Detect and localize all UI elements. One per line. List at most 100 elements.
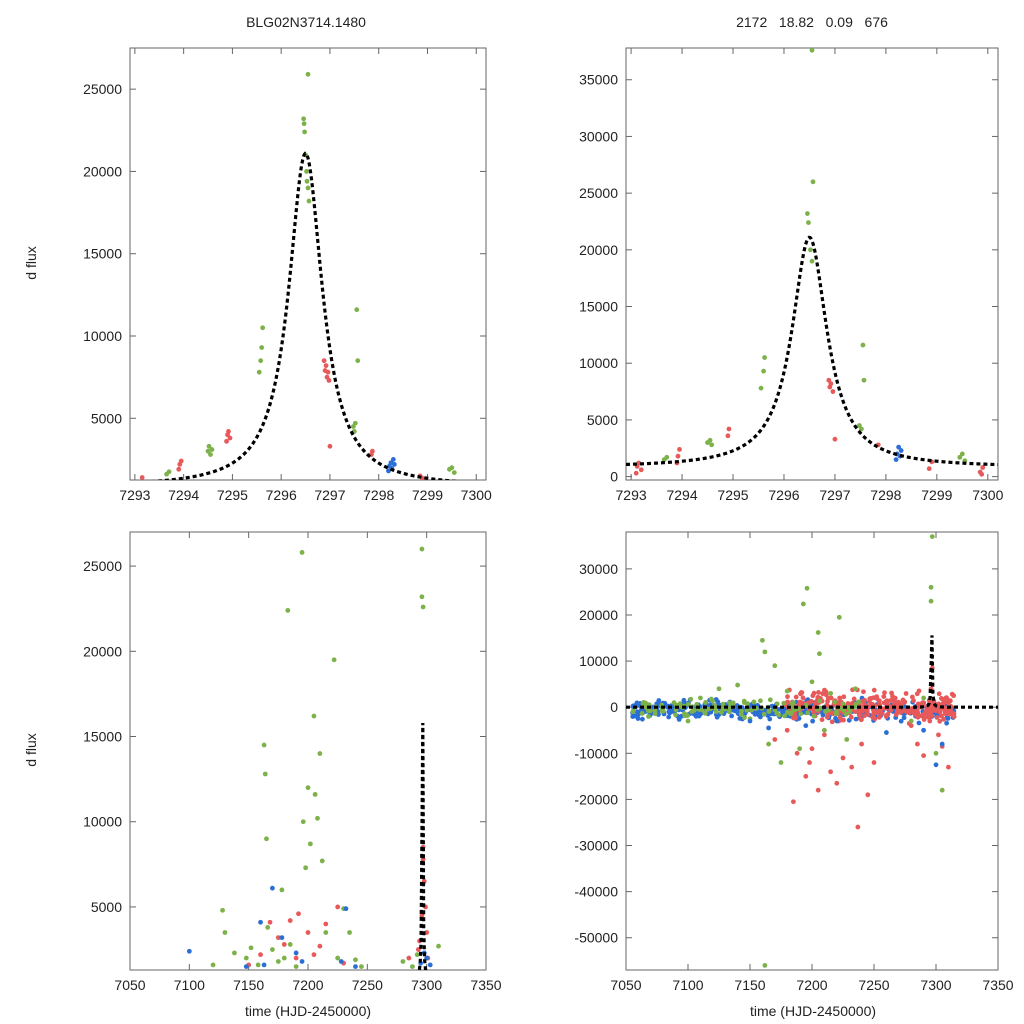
green-point (741, 700, 747, 705)
x-tick-label: 7295 (717, 487, 748, 503)
green-point (782, 713, 787, 719)
green-point (166, 469, 172, 475)
red-point (915, 714, 921, 720)
red-point (369, 448, 375, 454)
blue-point (916, 720, 922, 726)
green-point (410, 964, 415, 969)
red-point (862, 713, 867, 719)
green-point (355, 358, 361, 364)
x-tick-label: 7294 (168, 487, 199, 503)
green-point (844, 737, 850, 742)
model-curve (626, 235, 998, 467)
green-point (928, 584, 934, 590)
red-point (900, 697, 906, 703)
x-tick-label: 7297 (819, 487, 850, 503)
red-point (726, 426, 732, 432)
green-point (761, 368, 766, 374)
green-point (738, 711, 744, 717)
green-point (222, 930, 228, 935)
green-point (828, 690, 833, 696)
red-point (317, 943, 323, 949)
red-point (936, 691, 942, 697)
red-point (815, 787, 821, 793)
green-point (766, 741, 771, 747)
y-tick-label: 15000 (579, 299, 618, 315)
green-point (335, 955, 341, 961)
green-point (720, 701, 726, 707)
x-tick-label: 7299 (921, 487, 952, 503)
red-point (980, 465, 986, 470)
green-point (319, 858, 325, 864)
red-point (406, 955, 412, 961)
green-point (703, 700, 708, 705)
red-point (924, 709, 930, 714)
green-point (232, 950, 237, 956)
green-point (248, 945, 254, 951)
red-point (832, 436, 838, 442)
red-point (926, 466, 932, 472)
green-point (788, 710, 794, 716)
red-point (275, 935, 281, 941)
blue-point (639, 716, 645, 722)
model-curve (626, 635, 998, 709)
red-point (825, 698, 830, 704)
y-tick-label: 5000 (91, 899, 122, 915)
blue-point (752, 711, 758, 717)
green-point (258, 358, 264, 364)
data-layer (139, 71, 460, 480)
panel-top-left: 7293 7294 7295 7296 7297 7298 7299 7300 5000 1000… (83, 47, 492, 503)
green-point (315, 815, 320, 821)
green-point (767, 697, 773, 703)
blue-point (634, 700, 640, 706)
green-point (751, 699, 757, 705)
green-point (414, 952, 420, 958)
green-point (908, 718, 914, 724)
x-tick-label: 7293 (119, 487, 150, 503)
y-tick-label: 30000 (579, 128, 618, 144)
red-point (862, 697, 868, 703)
x-tick-label: 7250 (858, 977, 889, 993)
red-point (856, 712, 862, 718)
y-tick-label: -50000 (574, 930, 618, 946)
green-point (279, 887, 285, 893)
x-tick-label: 7296 (266, 487, 297, 503)
blue-point (884, 730, 889, 735)
green-point (817, 698, 823, 704)
green-point (353, 957, 358, 963)
green-point (265, 924, 271, 930)
green-point (631, 708, 636, 714)
green-point (762, 649, 768, 655)
red-point (951, 714, 957, 720)
green-point (716, 686, 722, 692)
blue-point (757, 714, 763, 720)
x-tick-label: 7298 (870, 487, 901, 503)
green-point (352, 420, 358, 426)
green-point (270, 947, 275, 952)
green-point (789, 701, 795, 707)
red-point (811, 690, 817, 696)
red-point (258, 952, 263, 958)
green-point (959, 451, 965, 457)
red-point (921, 753, 926, 759)
y-tick-label: -20000 (574, 791, 618, 807)
green-point (689, 709, 695, 715)
green-point (774, 701, 780, 707)
green-point (301, 121, 307, 127)
y-tick-label: 10000 (579, 355, 618, 371)
y-tick-label: 35000 (579, 72, 618, 88)
blue-point (747, 718, 753, 724)
y-tick-label: 15000 (83, 246, 122, 262)
blue-point (896, 444, 902, 450)
green-point (451, 470, 457, 475)
red-point (800, 695, 806, 701)
green-point (259, 345, 265, 350)
red-point (893, 712, 899, 718)
green-point (843, 711, 849, 717)
red-point (816, 689, 821, 695)
green-point (688, 696, 694, 702)
x-tick-label: 7298 (363, 487, 394, 503)
green-point (420, 604, 426, 610)
x-tick-label: 7300 (461, 487, 492, 503)
y-tick-label: -40000 (574, 884, 618, 900)
green-point (302, 129, 307, 135)
